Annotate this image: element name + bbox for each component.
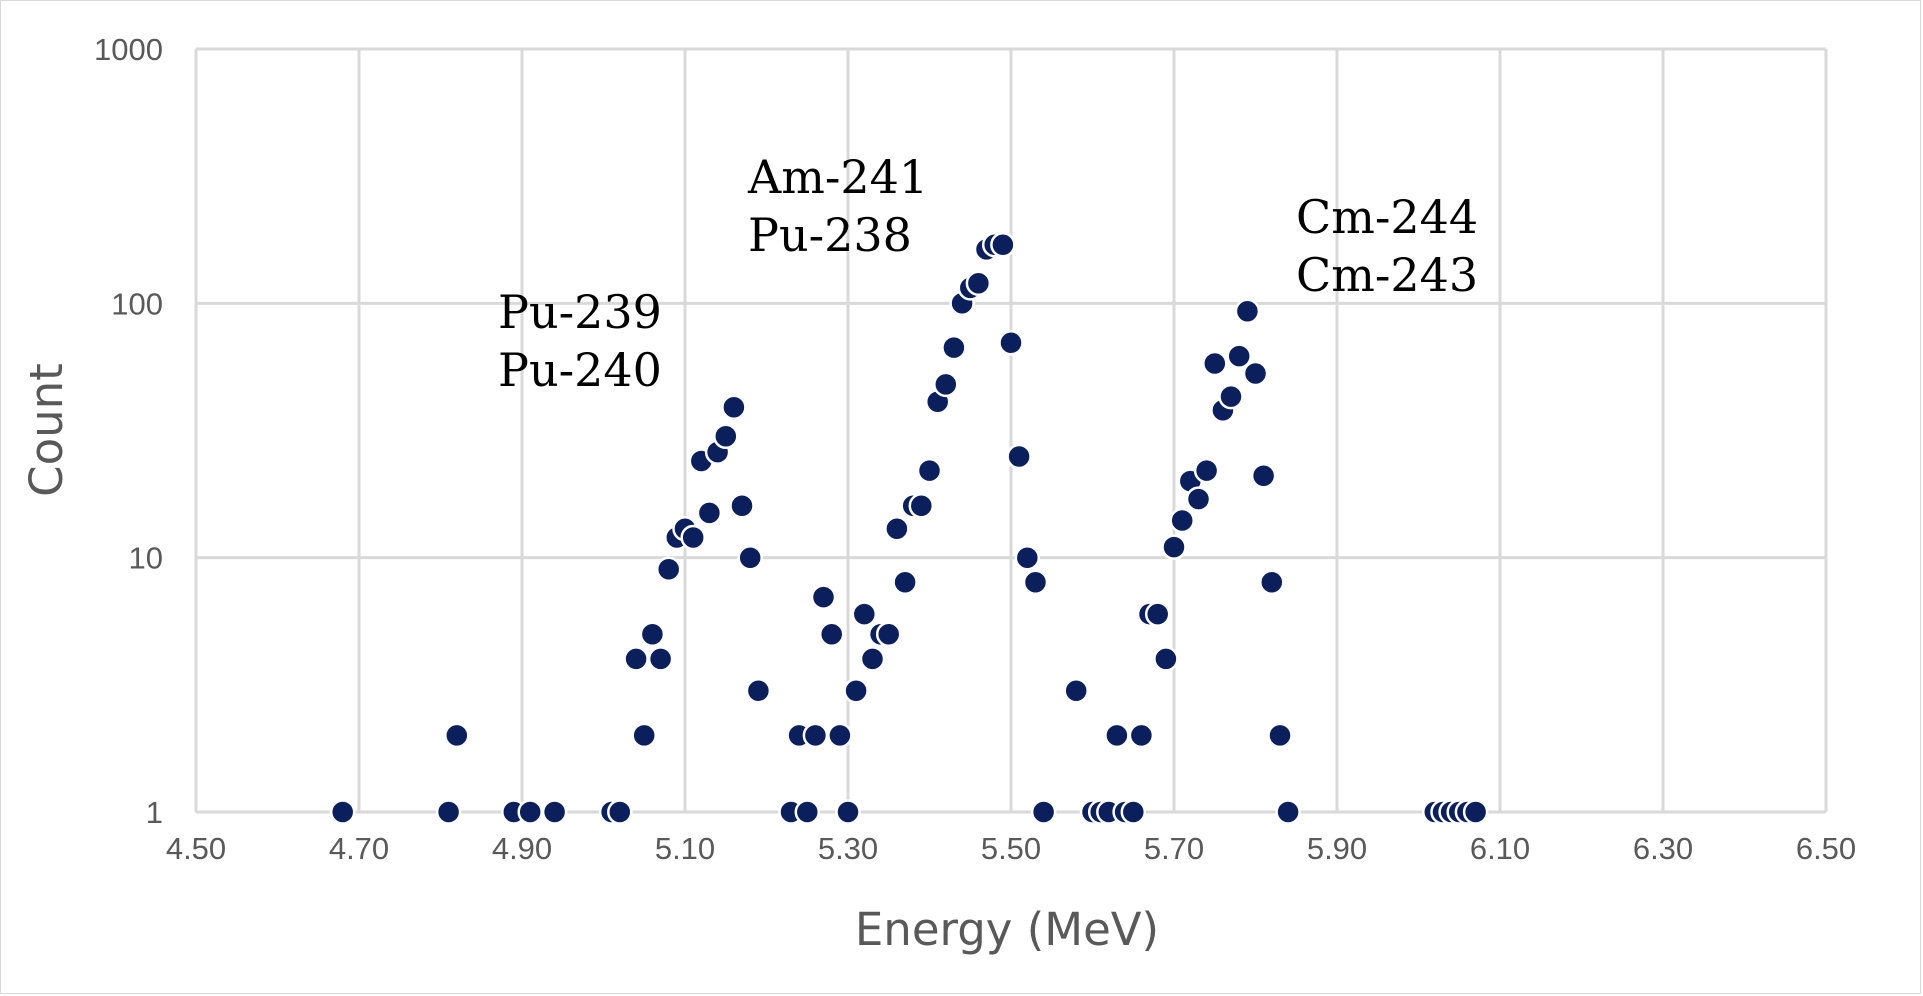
data-point xyxy=(810,584,837,610)
annotation-line: Pu-240 xyxy=(498,343,662,397)
data-point xyxy=(1259,569,1285,596)
data-point xyxy=(444,722,470,749)
data-point xyxy=(1250,462,1277,489)
data-point xyxy=(1006,443,1032,470)
data-point xyxy=(794,799,821,825)
data-point xyxy=(892,569,918,596)
annotation-cm244-cm243: Cm-244 Cm-243 xyxy=(1296,190,1493,302)
data-point xyxy=(965,270,992,296)
data-point xyxy=(990,231,1016,258)
data-point xyxy=(1242,360,1269,387)
annotation-am241-pu238: Am-241 Pu-238 xyxy=(747,150,943,262)
x-tick-label: 5.30 xyxy=(818,831,878,866)
data-point xyxy=(1022,569,1049,596)
data-point xyxy=(1202,350,1228,377)
data-point xyxy=(827,722,853,749)
data-point xyxy=(835,799,861,825)
data-point xyxy=(1104,722,1130,749)
x-tick-label: 6.50 xyxy=(1796,831,1856,866)
data-point xyxy=(517,799,543,825)
data-point xyxy=(1161,534,1187,560)
data-point xyxy=(875,621,902,647)
data-point xyxy=(647,646,674,672)
tick-labels: 4.50 4.70 4.90 5.10 5.30 5.50 5.70 5.90 6.10 6.30… xyxy=(94,32,1856,866)
data-point xyxy=(607,799,633,825)
x-tick-label: 4.90 xyxy=(492,831,552,866)
data-point xyxy=(916,457,943,484)
grid xyxy=(194,47,1828,812)
data-point xyxy=(1153,646,1179,672)
y-axis-title: Count xyxy=(20,363,73,497)
annotation-pu239-pu240: Pu-239 Pu-240 xyxy=(498,285,677,397)
annotation-line: Am-241 xyxy=(747,150,928,204)
annotation-line: Cm-244 xyxy=(1296,190,1478,244)
data-point xyxy=(1218,383,1244,410)
data-point xyxy=(721,394,747,421)
data-point xyxy=(435,799,462,825)
data-point xyxy=(859,646,886,672)
data-point xyxy=(329,799,356,825)
data-point xyxy=(1275,799,1301,825)
x-tick-label: 4.50 xyxy=(166,831,226,866)
x-tick-label: 4.70 xyxy=(329,831,389,866)
x-tick-label: 6.10 xyxy=(1470,831,1530,866)
data-point xyxy=(1128,722,1155,749)
annotation-line: Cm-243 xyxy=(1296,248,1478,302)
x-tick-label: 6.30 xyxy=(1633,831,1693,866)
data-point xyxy=(639,621,666,647)
data-point xyxy=(623,646,649,672)
data-point xyxy=(884,515,910,542)
x-axis-title: Energy (MeV) xyxy=(855,903,1159,956)
data-point xyxy=(1267,722,1293,749)
data-point xyxy=(1234,298,1261,325)
data-point xyxy=(851,601,878,627)
data-point xyxy=(541,799,568,825)
y-tick-label: 10 xyxy=(129,541,163,576)
data-point xyxy=(1193,457,1220,484)
data-point xyxy=(1226,343,1252,369)
x-tick-label: 5.10 xyxy=(655,831,715,866)
data-point xyxy=(818,621,845,647)
data-point xyxy=(802,722,829,749)
data-point xyxy=(1014,544,1041,571)
annotation-line: Pu-239 xyxy=(498,285,662,339)
x-tick-label: 5.50 xyxy=(981,831,1041,866)
data-point xyxy=(941,334,967,361)
data-point xyxy=(1185,486,1212,512)
y-tick-label: 1 xyxy=(146,795,163,830)
data-point xyxy=(1120,799,1147,825)
y-tick-label: 100 xyxy=(111,286,163,321)
x-tick-label: 5.70 xyxy=(1144,831,1204,866)
data-point xyxy=(745,677,772,704)
data-point xyxy=(631,722,657,749)
annotation-line: Pu-238 xyxy=(748,208,912,262)
x-tick-label: 5.90 xyxy=(1307,831,1367,866)
data-point xyxy=(737,544,763,571)
data-point xyxy=(655,556,682,583)
data-point xyxy=(1462,799,1489,825)
data-point xyxy=(933,371,959,398)
data-point xyxy=(713,423,739,450)
data-point xyxy=(908,493,935,519)
data-point xyxy=(729,493,755,519)
data-point xyxy=(998,329,1024,356)
data-points xyxy=(329,231,1489,825)
data-point xyxy=(1063,677,1089,704)
annotations: Pu-239 Pu-240 Am-241 Pu-238 Cm-244 Cm-24… xyxy=(498,150,1493,397)
data-point xyxy=(1144,601,1171,627)
y-tick-label: 1000 xyxy=(94,32,163,67)
data-point xyxy=(1030,799,1057,825)
data-point xyxy=(680,524,706,551)
data-point xyxy=(843,677,869,704)
data-point xyxy=(1169,507,1195,534)
data-point xyxy=(696,500,723,526)
